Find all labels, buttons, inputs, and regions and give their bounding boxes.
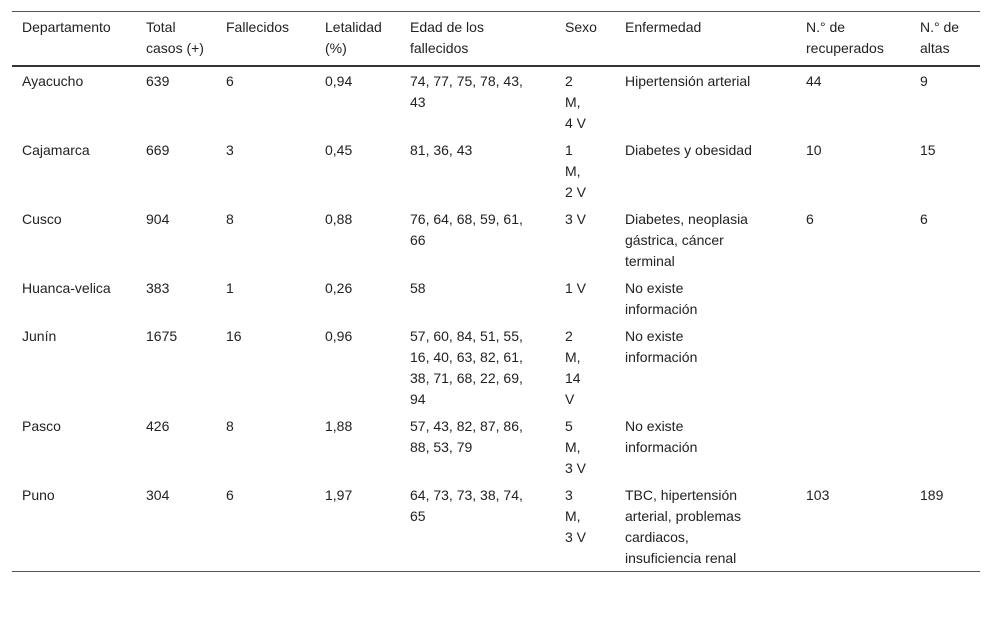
column-header: Edad de los fallecidos — [410, 19, 484, 56]
column-header: Enfermedad — [625, 19, 702, 35]
table-row: Junín 1675 16 0,96 57, 60, 84, 51, 55, 16, 4… — [12, 322, 980, 412]
column-header: Letalidad (%) — [325, 19, 382, 56]
table-cell: 1 V — [565, 280, 587, 296]
table-cell: 6 — [226, 73, 234, 89]
table-cell: Pasco — [22, 418, 61, 434]
table-cell: 6 — [806, 211, 814, 227]
table-cell: 8 — [226, 211, 234, 227]
table-cell: TBC, hipertensión arterial, problemas ca… — [625, 487, 741, 566]
table-row: Cusco 904 8 0,88 76, 64, 68, 59, 61, 66 3 V Di… — [12, 205, 980, 274]
table-cell: 6 — [920, 211, 928, 227]
table-cell: 383 — [146, 280, 170, 296]
column-header: Departamento — [22, 19, 111, 35]
table-body: Ayacucho 639 6 0,94 74, 77, 75, 78, 43, 43 2 … — [12, 66, 980, 572]
table-cell: 669 — [146, 142, 170, 158]
table-cell: 57, 60, 84, 51, 55, 16, 40, 63, 82, 61, … — [410, 328, 523, 407]
table-cell: 1,97 — [325, 487, 353, 503]
table-cell: 639 — [146, 73, 170, 89]
table-cell: Huanca-velica — [22, 280, 111, 296]
table-cell: 8 — [226, 418, 234, 434]
data-table: Departamento Total casos (+) Fallecidos Let… — [12, 11, 980, 572]
table-cell: 103 — [806, 487, 830, 503]
table-cell: 189 — [920, 487, 944, 503]
table-cell: 904 — [146, 211, 170, 227]
table-cell — [910, 412, 980, 481]
column-header: Sexo — [565, 19, 597, 35]
table-cell: 10 — [806, 142, 822, 158]
table-cell: No existe información — [625, 280, 698, 317]
table-cell: 1 — [226, 280, 234, 296]
table-cell: 2 M, 4 V — [565, 73, 587, 131]
table-cell: 304 — [146, 487, 170, 503]
table-cell: 0,96 — [325, 328, 353, 344]
table-cell: 76, 64, 68, 59, 61, 66 — [410, 211, 523, 248]
table-cell: 16 — [226, 328, 242, 344]
table-row: Puno 304 6 1,97 64, 73, 73, 38, 74, 65 3 M, 3… — [12, 481, 980, 572]
table-cell: 57, 43, 82, 87, 86, 88, 53, 79 — [410, 418, 523, 455]
table-cell: Cusco — [22, 211, 62, 227]
table-cell: Junín — [22, 328, 57, 344]
table-cell: 3 M, 3 V — [565, 487, 587, 545]
table-cell — [796, 412, 910, 481]
table-cell — [796, 274, 910, 322]
table-cell: 0,26 — [325, 280, 353, 296]
table-cell: 5 M, 3 V — [565, 418, 587, 476]
table-cell: 1,88 — [325, 418, 353, 434]
table-cell — [910, 322, 980, 412]
table-cell: 58 — [410, 280, 426, 296]
table-cell — [796, 322, 910, 412]
table-cell: 15 — [920, 142, 936, 158]
table-cell: 426 — [146, 418, 170, 434]
column-header: N.° de recuperados — [806, 19, 884, 56]
table-cell: 6 — [226, 487, 234, 503]
table-row: Cajamarca 669 3 0,45 81, 36, 43 1 M, 2 V Diabe… — [12, 136, 980, 205]
column-header: Total casos (+) — [146, 19, 204, 56]
column-header: N.° de altas — [920, 19, 960, 56]
table-cell: Diabetes, neoplasia gástrica, cáncer ter… — [625, 211, 748, 269]
table-cell: Cajamarca — [22, 142, 90, 158]
table-cell: Hipertensión arterial — [625, 73, 751, 89]
table-cell: No existe información — [625, 418, 698, 455]
table-cell: 2 M, 14 V — [565, 328, 581, 407]
table-cell: 81, 36, 43 — [410, 142, 473, 158]
column-header: Fallecidos — [226, 19, 290, 35]
table-cell — [910, 274, 980, 322]
table-cell: 44 — [806, 73, 822, 89]
table-row: Huanca-velica 383 1 0,26 58 1 V No existe info… — [12, 274, 980, 322]
table-row: Pasco 426 8 1,88 57, 43, 82, 87, 86, 88, 53,… — [12, 412, 980, 481]
table-cell: 3 — [226, 142, 234, 158]
table-cell: 74, 77, 75, 78, 43, 43 — [410, 73, 523, 110]
table-cell: 3 V — [565, 211, 587, 227]
table-cell: 9 — [920, 73, 928, 89]
table-cell: No existe información — [625, 328, 698, 365]
header-row: Departamento Total casos (+) Fallecidos Let… — [12, 11, 980, 66]
table-cell: 1 M, 2 V — [565, 142, 587, 200]
table-cell: 64, 73, 73, 38, 74, 65 — [410, 487, 523, 524]
table-cell: 0,88 — [325, 211, 353, 227]
table-cell: Ayacucho — [22, 73, 84, 89]
table-cell: Diabetes y obesidad — [625, 142, 752, 158]
table-row: Ayacucho 639 6 0,94 74, 77, 75, 78, 43, 43 2 … — [12, 66, 980, 136]
table-cell: 0,94 — [325, 73, 353, 89]
table-cell: 1675 — [146, 328, 178, 344]
table-cell: 0,45 — [325, 142, 353, 158]
table-cell: Puno — [22, 487, 55, 503]
